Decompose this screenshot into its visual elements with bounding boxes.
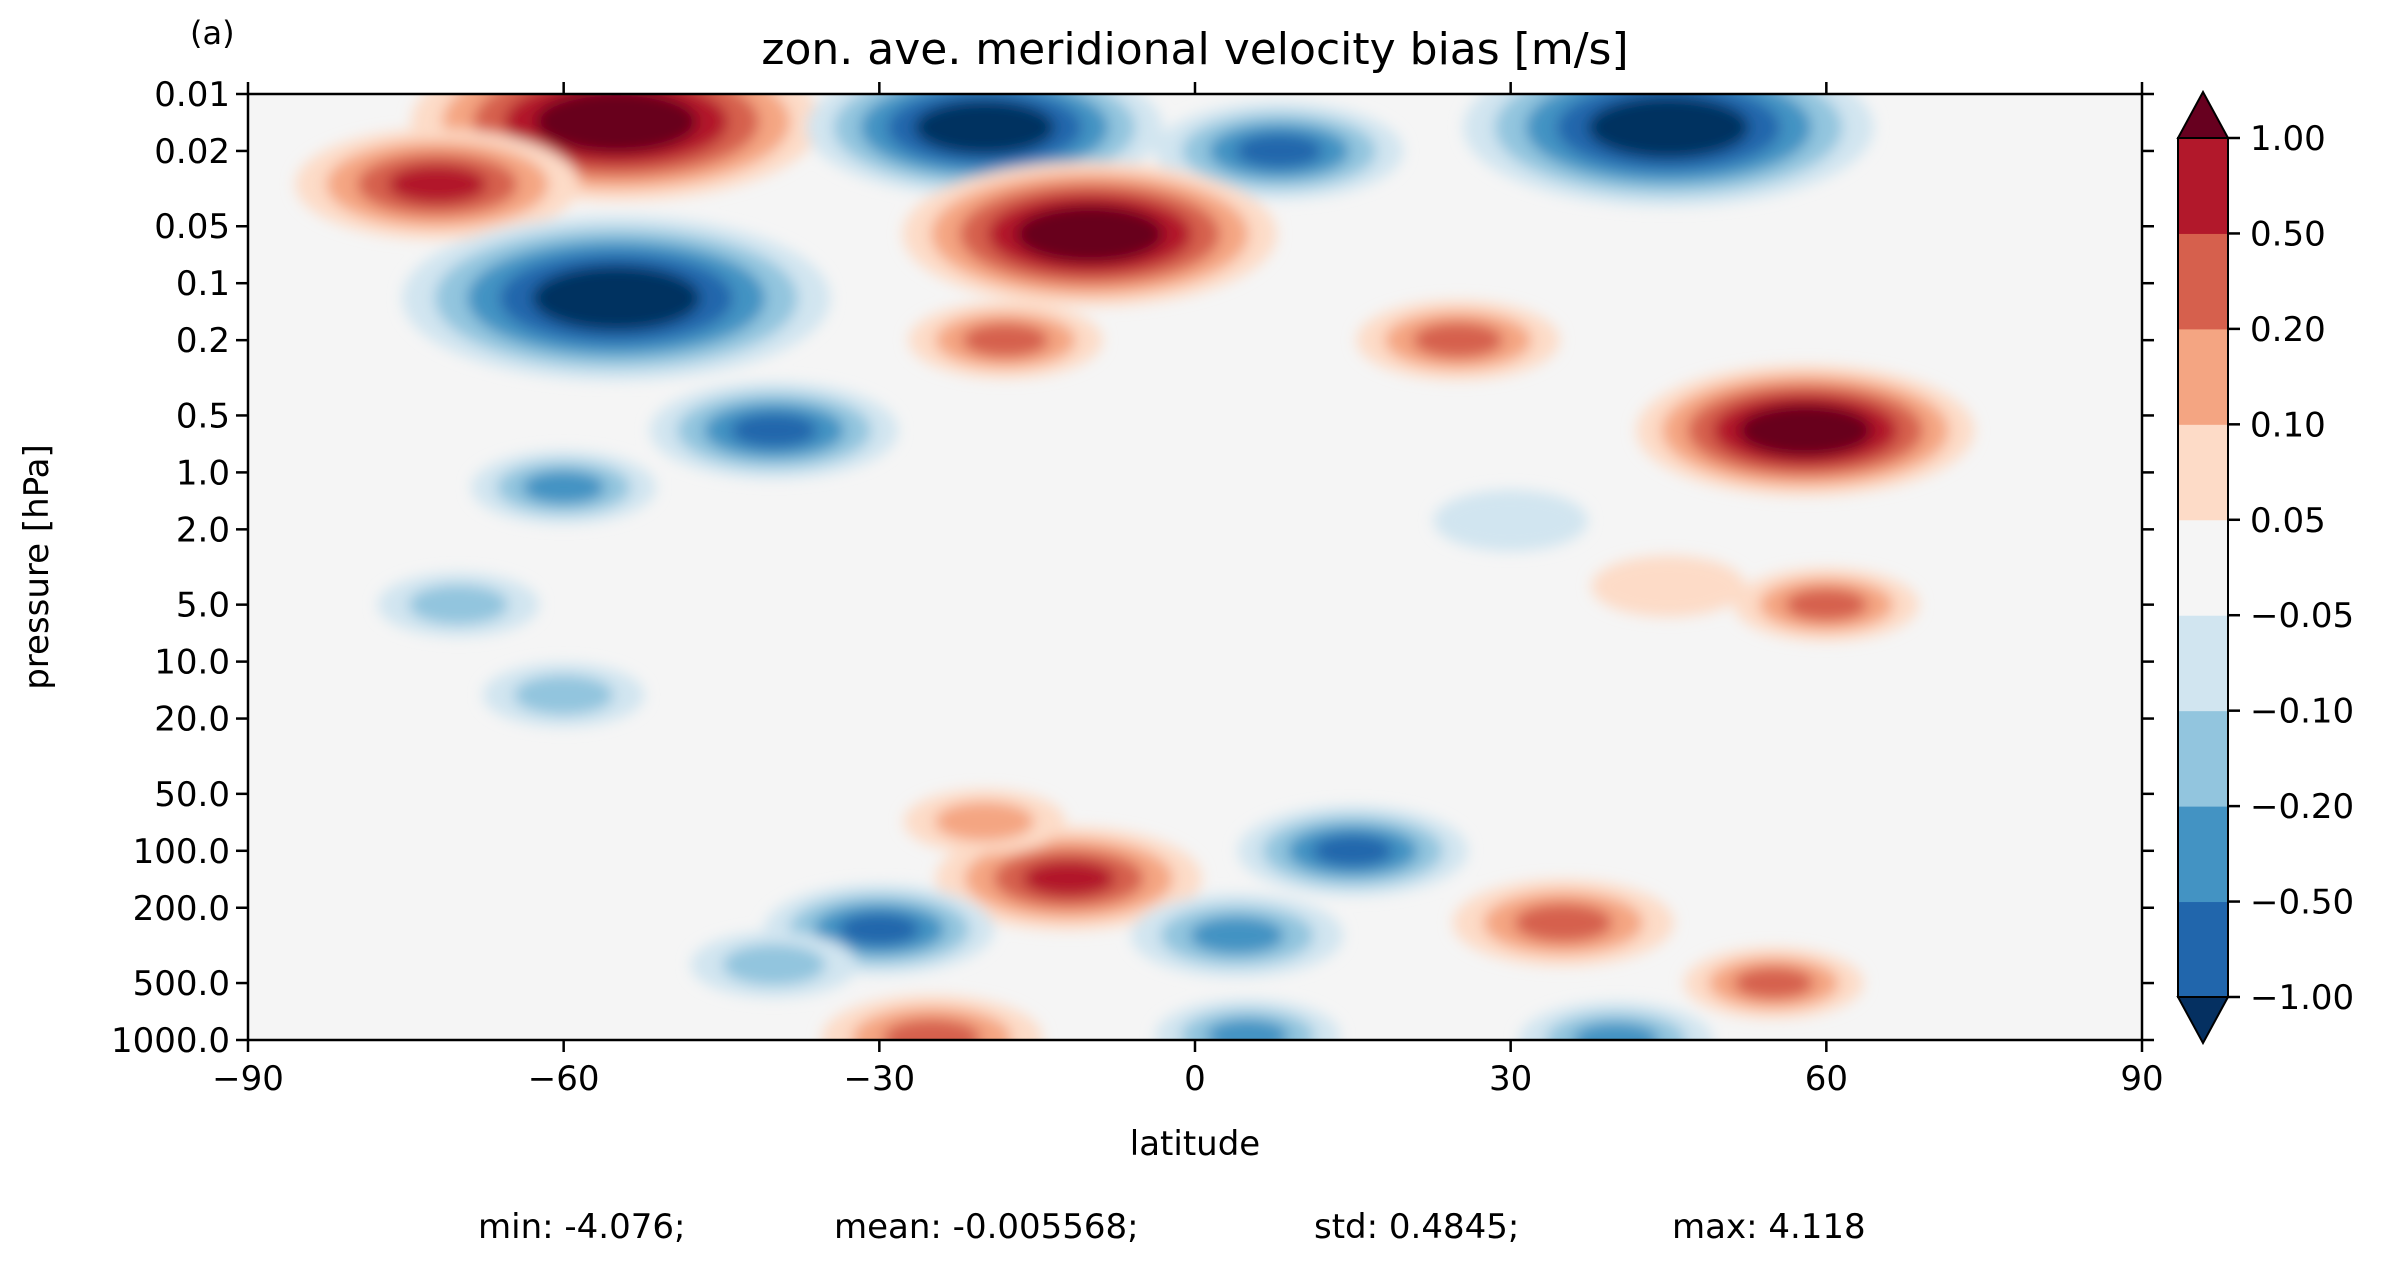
plot-area: −90 −60 −30 0 30 60 90 0.01 0.02 0.05 0.1 0.2 0.5 1.… <box>111 75 2164 1099</box>
y-tick-label: 5.0 <box>176 586 230 626</box>
colorbar-extend-max <box>2176 89 2230 139</box>
y-tick-label: 1000.0 <box>111 1021 230 1061</box>
bias-feature-8-level-1 <box>408 584 509 625</box>
bias-feature-20-level-3 <box>839 913 920 946</box>
bias-feature-27-level-2 <box>1572 1023 1659 1040</box>
bias-feature-3-level-3 <box>1236 134 1323 168</box>
bias-feature-24-level-2 <box>1733 967 1814 999</box>
y-tick-label: 500.0 <box>133 964 230 1004</box>
bias-feature-22-level-2 <box>1189 916 1285 954</box>
bias-feature-17-level-3 <box>1022 860 1116 897</box>
y-tick-label: 100.0 <box>133 832 230 872</box>
colorbar-segment <box>2178 806 2228 903</box>
bias-feature-11-level-2 <box>962 323 1049 358</box>
bias-feature-12-level-5 <box>1764 414 1847 447</box>
bias-contours <box>295 94 1975 1040</box>
bias-feature-4-level-5 <box>941 110 1028 145</box>
bias-feature-1-level-3 <box>388 165 487 204</box>
colorbar-segment <box>2178 710 2228 807</box>
colorbar-tick-label: 0.50 <box>2250 214 2326 254</box>
y-tick-label: 0.02 <box>154 132 230 172</box>
colorbar-tick-label: 0.10 <box>2250 405 2326 445</box>
y-axis: 0.01 0.02 0.05 0.1 0.2 0.5 1.0 2.0 5.0 10.0 20.0 50… <box>111 75 2154 1061</box>
y-axis-label: pressure [hPa] <box>17 444 57 690</box>
colorbar-frame <box>2177 137 2229 998</box>
colorbar-tick-label: −0.05 <box>2250 596 2354 636</box>
y-tick-label: 20.0 <box>154 700 230 740</box>
y-tick-label: 0.1 <box>176 264 230 304</box>
colorbar-tick-label: 0.20 <box>2250 310 2326 350</box>
x-tick-label: −60 <box>528 1059 600 1099</box>
colorbar-segment <box>2178 519 2228 616</box>
y-tick-label: 0.05 <box>154 207 230 247</box>
colorbar-tick-label: 1.00 <box>2250 119 2326 159</box>
stat-max: max: 4.118 <box>1672 1207 1866 1247</box>
x-tick-label: −90 <box>212 1059 284 1099</box>
colorbar: −1.00 −0.50 −0.20 −0.10 −0.05 0.05 0.10 0.20 0.5… <box>2176 89 2354 1046</box>
bias-feature-18-level-1 <box>934 801 1035 842</box>
y-tick-label: 0.01 <box>154 75 230 115</box>
x-tick-label: 0 <box>1184 1059 1206 1099</box>
stats-footer: min: -4.076; mean: -0.005568; std: 0.484… <box>478 1207 1866 1247</box>
bias-feature-25-level-2 <box>882 1019 982 1040</box>
y-tick-label: 0.2 <box>176 321 230 361</box>
x-axis: −90 −60 −30 0 30 60 90 <box>212 82 2164 1099</box>
stat-std: std: 0.4845; <box>1314 1207 1519 1247</box>
y-tick-label: 50.0 <box>154 775 230 815</box>
colorbar-extend-min <box>2176 996 2230 1046</box>
bias-feature-5-level-5 <box>564 278 669 319</box>
x-tick-label: 30 <box>1489 1059 1532 1099</box>
bias-feature-0-level-5 <box>566 102 666 141</box>
bias-feature-7-level-2 <box>522 471 605 504</box>
colorbar-segment <box>2178 138 2228 234</box>
y-tick-label: 2.0 <box>176 510 230 550</box>
bias-feature-26-level-2 <box>1206 1019 1289 1040</box>
colorbar-tick-label: −0.20 <box>2250 787 2354 827</box>
colorbar-segment <box>2178 233 2228 330</box>
bias-feature-14-level-2 <box>1785 588 1868 621</box>
colorbar-segment <box>2178 615 2228 712</box>
chart-title: zon. ave. meridional velocity bias [m/s] <box>761 24 1628 75</box>
y-tick-label: 200.0 <box>133 889 230 929</box>
colorbar-tick-label: −0.50 <box>2250 883 2354 923</box>
bias-feature-19-level-3 <box>1312 835 1393 867</box>
bias-feature-2-level-5 <box>1618 108 1719 147</box>
colorbar-tick-label: −1.00 <box>2250 978 2354 1018</box>
colorbar-segment <box>2178 901 2228 998</box>
x-tick-label: −30 <box>843 1059 915 1099</box>
colorbar-segment <box>2178 328 2228 425</box>
stat-mean: mean: -0.005568; <box>834 1207 1139 1247</box>
bias-feature-15-level-0 <box>1591 555 1746 618</box>
bias-field <box>295 94 1975 1040</box>
bias-feature-10-level-5 <box>1044 216 1136 252</box>
y-tick-label: 0.5 <box>176 396 230 436</box>
panel-label: (a) <box>190 14 235 52</box>
x-tick-label: 60 <box>1805 1059 1848 1099</box>
stat-min: min: -4.076; <box>478 1207 685 1247</box>
bias-feature-21-level-1 <box>722 944 826 986</box>
bias-feature-6-level-3 <box>731 413 818 448</box>
colorbar-tick-label: 0.05 <box>2250 501 2326 541</box>
bias-feature-16-level-0 <box>1433 489 1588 552</box>
bias-feature-9-level-1 <box>513 675 614 715</box>
bias-feature-13-level-2 <box>1412 322 1504 358</box>
y-tick-label: 1.0 <box>176 453 230 493</box>
colorbar-tick-label: −0.10 <box>2250 692 2354 732</box>
bias-feature-23-level-2 <box>1514 903 1613 942</box>
x-axis-label: latitude <box>1130 1124 1260 1164</box>
y-tick-label: 10.0 <box>154 643 230 683</box>
x-tick-label: 90 <box>2120 1059 2163 1099</box>
colorbar-segment <box>2178 424 2228 521</box>
